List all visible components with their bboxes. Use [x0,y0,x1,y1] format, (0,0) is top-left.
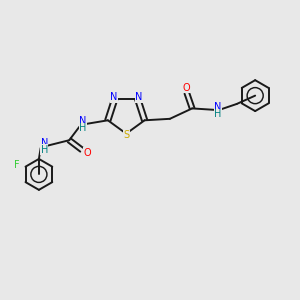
Text: N: N [40,138,48,148]
Text: N: N [214,102,221,112]
Text: H: H [40,145,48,155]
Text: N: N [79,116,87,126]
Text: N: N [135,92,142,102]
Text: N: N [110,92,117,102]
Text: H: H [79,123,87,133]
Text: O: O [183,82,190,93]
Text: F: F [14,160,20,170]
Text: O: O [84,148,92,158]
Text: S: S [124,130,130,140]
Text: H: H [214,110,221,119]
